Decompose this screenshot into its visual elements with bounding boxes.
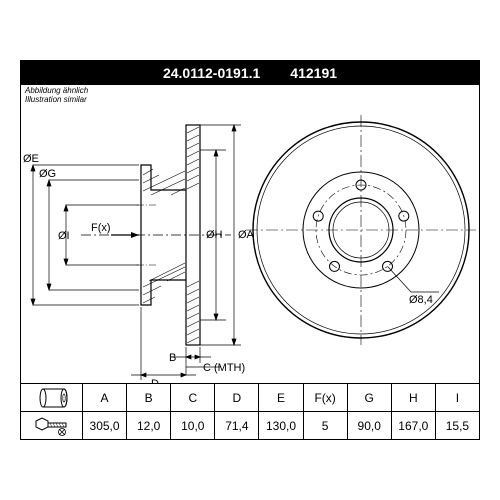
col-e: E <box>259 384 303 411</box>
bolt-icon <box>28 415 76 437</box>
val-g: 90,0 <box>348 412 392 439</box>
title-bar: 24.0112-0191.1 412191 <box>21 61 479 85</box>
technical-drawing-svg: ØI ØG ØE ØH ØA F(x) B C (MTH) D <box>21 85 479 383</box>
drawing-area: ØI ØG ØE ØH ØA F(x) B C (MTH) D <box>21 85 479 383</box>
hole-label: Ø8,4 <box>409 294 433 306</box>
front-view: Ø8,4 <box>246 115 476 345</box>
val-c: 10,0 <box>171 412 215 439</box>
technical-drawing-frame: 24.0112-0191.1 412191 Abbildung ähnlich … <box>20 60 480 440</box>
side-view: ØI ØG ØE ØH ØA F(x) B C (MTH) D <box>23 125 255 383</box>
val-e: 130,0 <box>259 412 303 439</box>
col-c: C <box>171 384 215 411</box>
col-a: A <box>83 384 127 411</box>
col-f: F(x) <box>304 384 348 411</box>
label-oh: ØH <box>206 229 223 241</box>
label-b: B <box>169 352 176 364</box>
label-oi: ØI <box>58 230 70 242</box>
disc-icon <box>28 387 76 409</box>
label-fx: F(x) <box>91 222 111 234</box>
part-number: 24.0112-0191.1 <box>163 65 260 81</box>
col-i: I <box>436 384 479 411</box>
val-h: 167,0 <box>392 412 436 439</box>
col-h: H <box>392 384 436 411</box>
val-f: 5 <box>304 412 348 439</box>
short-code: 412191 <box>290 65 337 81</box>
col-d: D <box>215 384 259 411</box>
data-columns: A B C D E F(x) G H I 305,0 12,0 10,0 71,… <box>83 384 479 439</box>
label-oa: ØA <box>238 229 255 241</box>
label-oe: ØE <box>23 153 39 165</box>
header-row: A B C D E F(x) G H I <box>83 384 479 412</box>
val-a: 305,0 <box>83 412 127 439</box>
col-b: B <box>127 384 171 411</box>
bolt-icon-cell <box>21 412 82 439</box>
val-d: 71,4 <box>215 412 259 439</box>
disc-icon-cell <box>21 384 82 412</box>
col-g: G <box>348 384 392 411</box>
value-row: 305,0 12,0 10,0 71,4 130,0 5 90,0 167,0 … <box>83 412 479 439</box>
label-c: C (MTH) <box>203 362 245 374</box>
icon-column <box>21 384 83 439</box>
val-i: 15,5 <box>436 412 479 439</box>
label-og: ØG <box>39 168 56 180</box>
val-b: 12,0 <box>127 412 171 439</box>
spec-table: A B C D E F(x) G H I 305,0 12,0 10,0 71,… <box>21 383 479 439</box>
